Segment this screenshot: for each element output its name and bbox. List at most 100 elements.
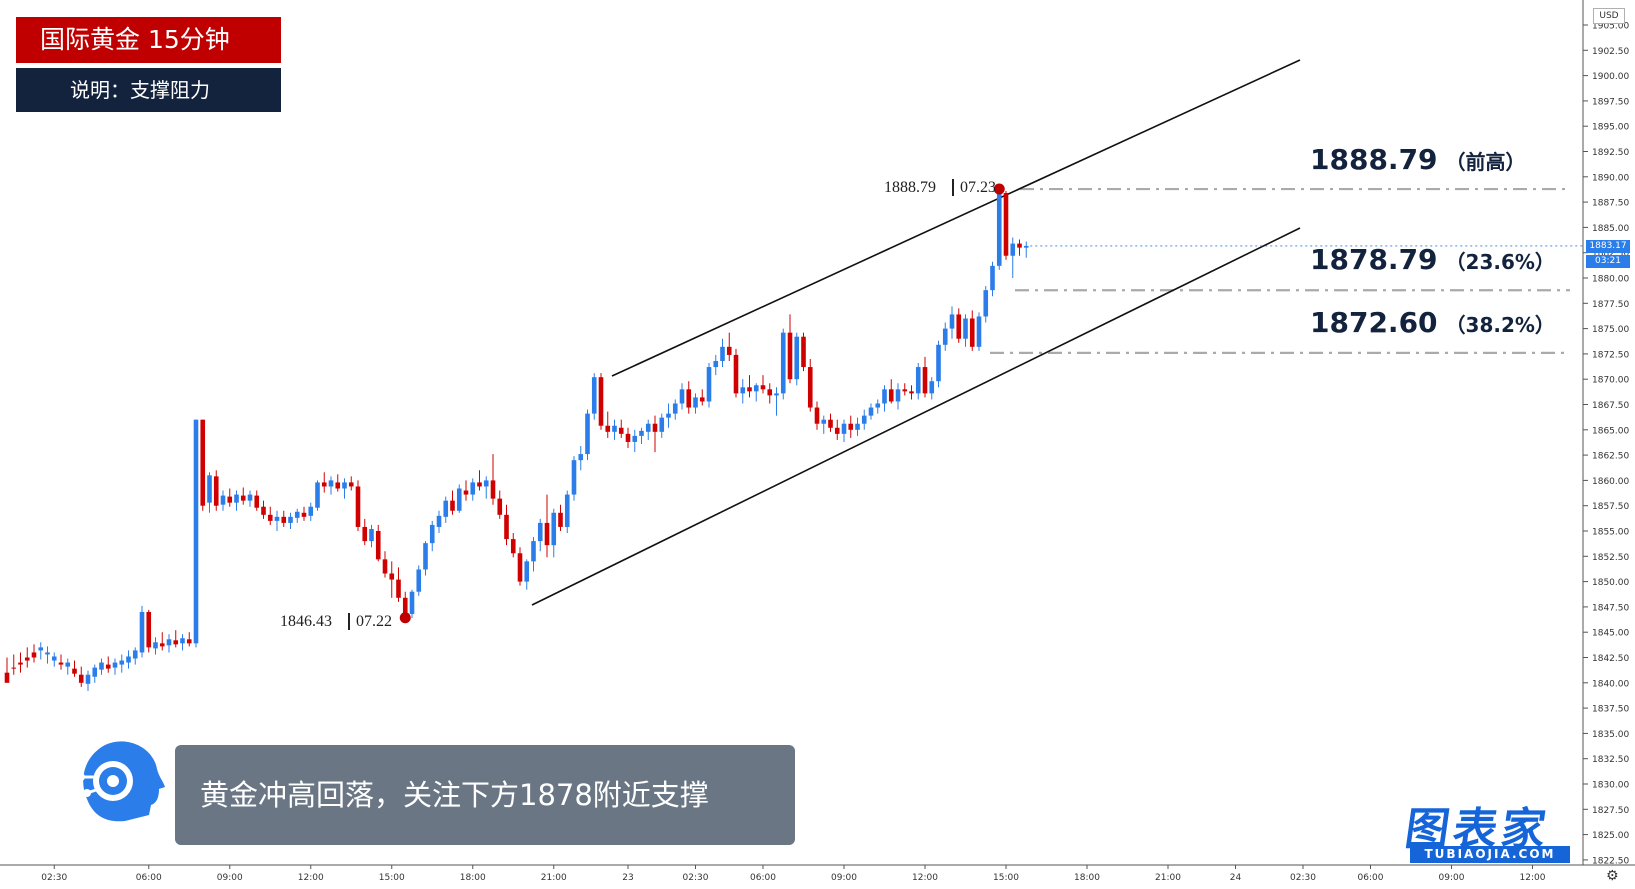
- support-resistance-lines: [990, 187, 1570, 354]
- y-tick-label: 1832.50: [1592, 755, 1629, 765]
- candle-body: [720, 346, 725, 361]
- candle-body: [612, 425, 617, 432]
- candle-body: [915, 367, 921, 394]
- candle-body: [409, 591, 415, 614]
- candle-body: [706, 367, 712, 402]
- candle-body: [220, 495, 226, 505]
- candle-body: [267, 514, 273, 521]
- candle-body: [686, 389, 692, 408]
- candle-body: [740, 387, 746, 394]
- candle-body: [45, 652, 50, 655]
- candle-body: [558, 512, 563, 527]
- y-tick-label: 1825.00: [1592, 831, 1629, 841]
- candle-body: [58, 662, 64, 665]
- ai-head-icon: [77, 741, 165, 822]
- candle-body: [996, 192, 1002, 266]
- candle-body: [436, 515, 442, 527]
- candle-body: [1017, 243, 1022, 248]
- level-label-3: 1872.60 （38.2%）: [1310, 306, 1555, 339]
- y-tick-label: 1905.00: [1592, 22, 1629, 32]
- candle-body: [875, 403, 881, 408]
- candle-body: [382, 559, 388, 574]
- candle-body: [470, 482, 476, 495]
- candle-body: [828, 419, 833, 428]
- time-axis[interactable]: 02:30 06:00 09:00 12:00 15:00 18:00 21:00 23 02:…: [41, 865, 1546, 883]
- candle-body: [666, 413, 671, 418]
- candle-body: [895, 389, 901, 402]
- y-tick-label: 1897.50: [1592, 97, 1629, 107]
- currency-label: USD: [1593, 8, 1625, 24]
- candle-body: [38, 647, 44, 651]
- x-tick-label: 02:30: [683, 873, 709, 883]
- low-date-label: 07.22: [348, 613, 392, 630]
- candle-body: [112, 662, 118, 668]
- candle-body: [4, 672, 10, 683]
- price-axis[interactable]: 1905.00 1902.50 1900.00 1897.50 1895.00 1892.…: [1583, 22, 1629, 867]
- candle-body: [618, 427, 624, 434]
- gear-icon[interactable]: ⚙: [1606, 868, 1619, 884]
- candle-body: [544, 522, 550, 546]
- candle-body: [119, 660, 125, 665]
- candle-body: [85, 674, 91, 684]
- candle-body: [909, 391, 914, 394]
- candle-body: [537, 522, 543, 542]
- candle-body: [234, 494, 239, 503]
- candle-body: [969, 318, 975, 347]
- chart-title: 国际黄金 15分钟: [16, 17, 281, 63]
- x-tick-label: 18:00: [1074, 873, 1100, 883]
- candle-body: [483, 480, 489, 487]
- candle-body: [1023, 245, 1029, 248]
- candle-body: [807, 367, 813, 408]
- candle-body: [139, 611, 145, 653]
- candle-body: [416, 569, 422, 592]
- candle-body: [132, 650, 138, 659]
- candle-body: [693, 397, 698, 408]
- level-note-1: （前高）: [1445, 150, 1526, 174]
- candle-body: [342, 482, 347, 489]
- candle-body: [726, 346, 732, 355]
- candle-body: [166, 639, 172, 646]
- y-tick-label: 1885.00: [1592, 224, 1629, 234]
- candle-body: [1003, 192, 1009, 256]
- candle-body: [294, 511, 300, 518]
- candle-body: [983, 290, 989, 317]
- candle-body: [274, 516, 280, 521]
- x-tick-label: 06:00: [750, 873, 776, 883]
- candle-body: [524, 561, 530, 582]
- candle-body: [72, 668, 77, 674]
- level-label-1: 1888.79 （前高）: [1310, 143, 1526, 176]
- level-note-2: （23.6%）: [1445, 250, 1555, 274]
- candle-body: [922, 367, 928, 394]
- x-tick-label: 06:00: [1358, 873, 1384, 883]
- x-tick-label: 12:00: [298, 873, 324, 883]
- y-tick-label: 1862.50: [1592, 452, 1629, 462]
- x-tick-label: 02:30: [41, 873, 67, 883]
- channel-upper-line: [611, 59, 1301, 377]
- candle-body: [571, 460, 577, 495]
- x-tick-label: 12:00: [912, 873, 938, 883]
- candle-body: [186, 639, 192, 644]
- candle-body: [99, 662, 104, 670]
- last-price-tag: 1883.17: [1586, 240, 1630, 253]
- candle-body: [200, 419, 206, 506]
- candle-body: [92, 667, 98, 677]
- x-tick-label: 06:00: [136, 873, 162, 883]
- candle-body: [504, 514, 509, 540]
- candle-body: [861, 415, 867, 424]
- candle-body: [281, 516, 287, 523]
- candle-body: [760, 385, 766, 390]
- candle-body: [261, 506, 266, 515]
- candle-body: [963, 318, 968, 339]
- candle-body: [315, 482, 320, 508]
- candle-body: [774, 393, 779, 396]
- y-tick-label: 1840.00: [1592, 679, 1629, 689]
- candle-body: [375, 531, 381, 560]
- candle-body: [848, 423, 854, 430]
- y-tick-label: 1887.50: [1592, 199, 1629, 209]
- candle-body: [949, 314, 955, 329]
- callout-bubble: 黄金冲高回落，关注下方1878附近支撑: [175, 745, 795, 845]
- candle-body: [240, 495, 246, 501]
- level-value-2: 1878.79: [1310, 243, 1438, 276]
- candle-body: [301, 512, 307, 517]
